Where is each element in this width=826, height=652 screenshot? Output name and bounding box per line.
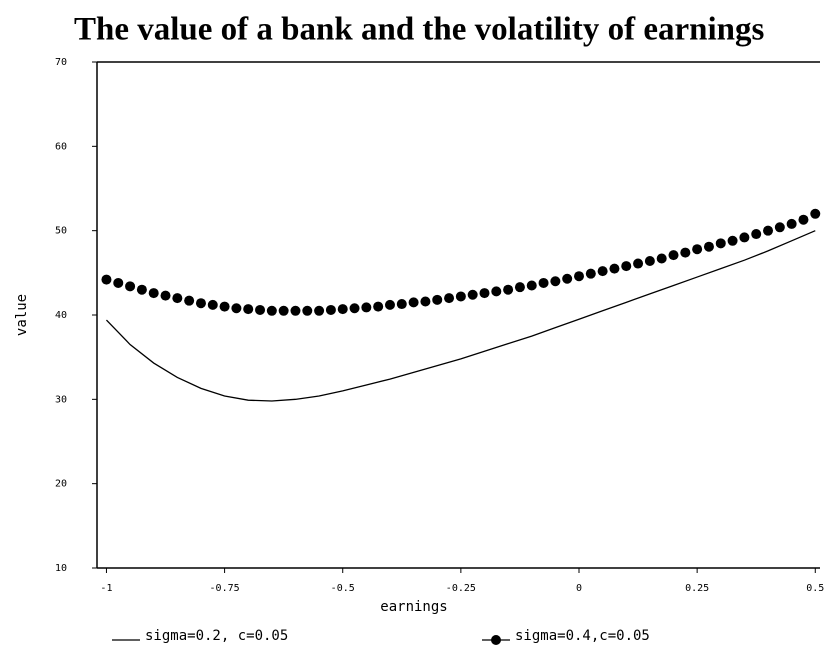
marker (408, 297, 419, 308)
marker (715, 238, 726, 249)
marker (148, 288, 159, 299)
chart-title: The value of a bank and the volatility o… (74, 12, 764, 48)
marker (621, 261, 632, 272)
marker (727, 235, 738, 246)
marker (751, 229, 762, 240)
marker (491, 286, 502, 297)
marker (432, 294, 443, 305)
x-tick-label: 0.5 (806, 583, 824, 594)
marker (349, 303, 360, 314)
marker (231, 303, 242, 314)
legend-marker (491, 635, 501, 645)
y-tick-label: 70 (55, 57, 67, 68)
marker (538, 277, 549, 288)
legend-label: sigma=0.2, c=0.05 (145, 628, 288, 644)
y-tick-label: 20 (55, 479, 67, 490)
marker (739, 232, 750, 243)
marker (798, 214, 809, 225)
legend-label: sigma=0.4,c=0.05 (515, 628, 650, 644)
marker (420, 296, 431, 307)
marker (786, 218, 797, 229)
marker (325, 304, 336, 315)
x-tick-label: 0.25 (685, 583, 709, 594)
marker (207, 299, 218, 310)
marker (160, 290, 171, 301)
marker (373, 301, 384, 312)
marker (125, 281, 136, 292)
marker (668, 250, 679, 261)
series-line (105, 230, 816, 402)
marker (514, 282, 525, 293)
marker (680, 247, 691, 258)
marker (136, 284, 147, 295)
marker (774, 222, 785, 233)
marker (444, 293, 455, 304)
marker (302, 305, 313, 316)
marker (255, 304, 266, 315)
marker (467, 289, 478, 300)
marker (703, 241, 714, 252)
y-tick-label: 10 (55, 563, 67, 574)
x-tick-label: -0.75 (210, 583, 240, 594)
marker (574, 271, 584, 282)
marker (219, 301, 230, 312)
y-axis-label: value (14, 294, 30, 336)
y-tick-label: 50 (55, 226, 67, 237)
marker (337, 304, 348, 315)
marker (396, 299, 407, 310)
marker (503, 284, 514, 295)
x-tick-label: -0.25 (446, 583, 476, 594)
marker (113, 277, 124, 288)
marker (278, 305, 289, 316)
marker (384, 299, 395, 310)
marker (243, 304, 254, 315)
marker (609, 263, 620, 274)
marker (692, 244, 703, 255)
x-tick-label: -1 (100, 583, 112, 594)
marker (314, 305, 325, 316)
y-tick-label: 60 (55, 141, 67, 152)
x-axis-label: earnings (380, 599, 447, 615)
marker (633, 258, 644, 269)
marker (763, 225, 774, 236)
marker (172, 293, 183, 304)
y-tick-label: 40 (55, 310, 67, 321)
marker (526, 280, 537, 291)
marker (266, 305, 277, 316)
marker (195, 298, 206, 309)
marker (361, 302, 372, 313)
x-tick-label: -0.5 (331, 583, 355, 594)
marker (101, 274, 112, 285)
marker (479, 288, 490, 299)
marker (644, 256, 655, 267)
marker (550, 276, 561, 287)
x-tick-label: 0 (576, 583, 582, 594)
y-tick-label: 30 (55, 394, 67, 405)
marker (656, 253, 667, 264)
marker (290, 305, 301, 316)
marker (455, 291, 466, 302)
marker (585, 268, 596, 279)
marker (562, 273, 573, 284)
marker (810, 208, 821, 219)
marker (597, 266, 608, 277)
marker (184, 295, 195, 306)
